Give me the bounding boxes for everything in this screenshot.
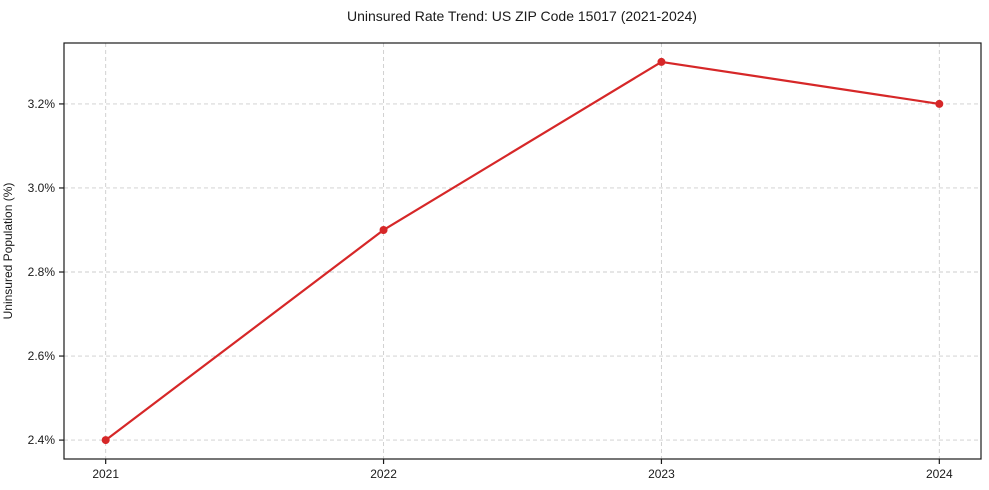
data-point xyxy=(379,225,388,234)
x-tick-label: 2021 xyxy=(92,467,119,481)
plot-area: 2.4% 2.6% 2.8% 3.0% 3.2% 2021 2022 2023 2024 xyxy=(28,42,982,481)
y-tick-label: 3.2% xyxy=(28,97,56,111)
y-tick-label: 2.6% xyxy=(28,349,56,363)
y-tick-label: 2.8% xyxy=(28,265,56,279)
trend-line xyxy=(104,60,941,442)
y-axis-label: Uninsured Population (%) xyxy=(1,183,15,320)
plot-background xyxy=(64,43,981,459)
data-point xyxy=(657,57,666,66)
data-point xyxy=(935,99,944,108)
y-tick-label: 2.4% xyxy=(28,433,56,447)
x-tick-label: 2024 xyxy=(926,467,953,481)
plot-border xyxy=(63,42,982,460)
x-tick-label: 2022 xyxy=(370,467,397,481)
y-tick-label: 3.0% xyxy=(28,181,56,195)
chart-title: Uninsured Rate Trend: US ZIP Code 15017 … xyxy=(347,8,697,24)
x-tick-label: 2023 xyxy=(648,467,675,481)
data-point xyxy=(101,436,110,445)
